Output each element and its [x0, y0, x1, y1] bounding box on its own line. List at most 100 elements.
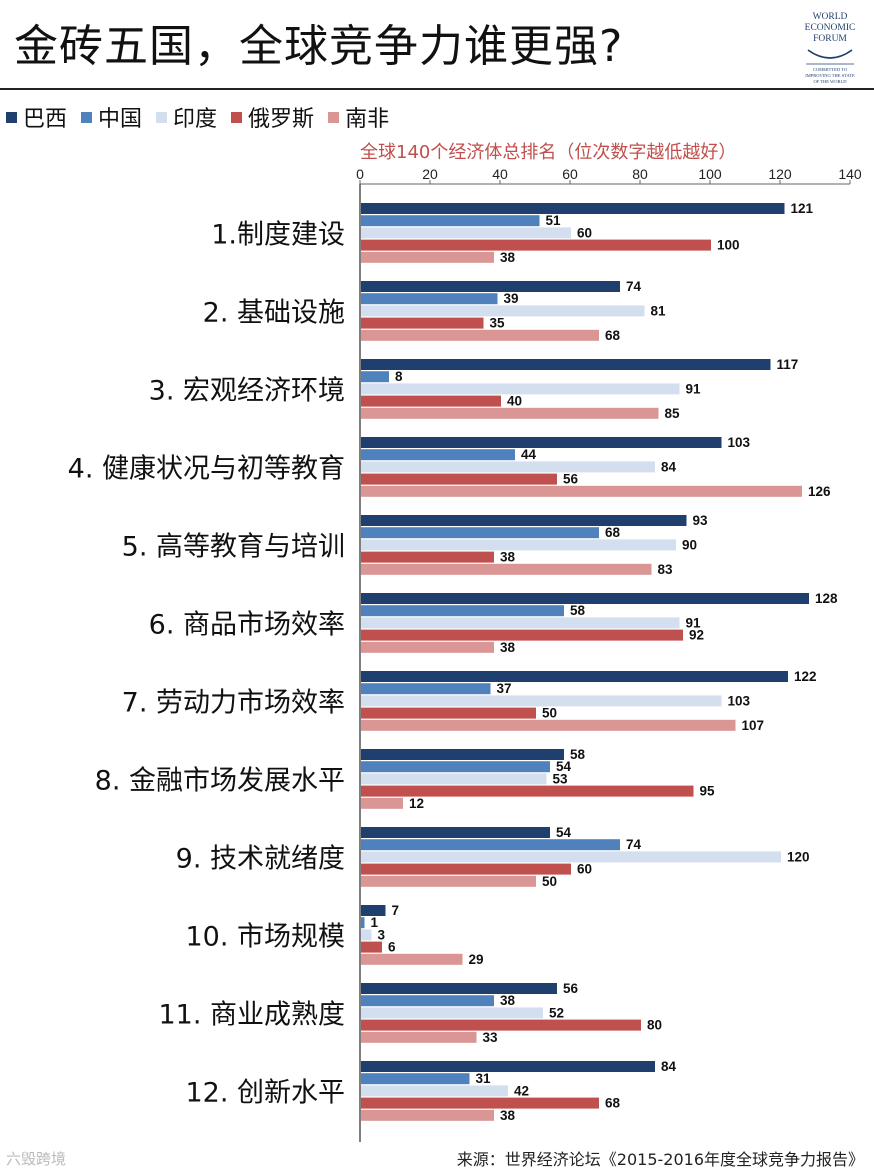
- category-label: 11. 商业成熟度: [158, 1000, 345, 1031]
- bar: [361, 395, 501, 407]
- category-label: 5. 高等教育与培训: [122, 532, 345, 563]
- data-label: 50: [542, 706, 557, 721]
- data-label: 107: [742, 718, 765, 733]
- legend-swatch: [156, 111, 168, 123]
- logo-tag-2: IMPROVING THE STATE: [805, 73, 855, 78]
- bar: [361, 785, 694, 797]
- bar: [361, 995, 494, 1007]
- category-label: 7. 劳动力市场效率: [122, 688, 345, 719]
- data-label: 91: [686, 615, 702, 630]
- legend-label: 俄罗斯: [248, 107, 315, 132]
- data-label: 8: [395, 369, 403, 384]
- data-label: 3: [378, 927, 386, 942]
- bar: [361, 359, 771, 370]
- bar: [361, 773, 547, 785]
- bar: [361, 551, 494, 563]
- bar: [361, 695, 722, 707]
- bar: [361, 1073, 470, 1085]
- bar: [361, 485, 802, 497]
- data-label: 80: [647, 1018, 662, 1033]
- data-label: 68: [605, 328, 621, 343]
- bar: [361, 293, 498, 305]
- bar: [361, 317, 484, 329]
- legend-item-3: 俄罗斯: [231, 101, 314, 133]
- bar: [361, 203, 785, 214]
- bar: [361, 305, 645, 317]
- data-label: 126: [808, 484, 831, 499]
- data-label: 120: [787, 849, 810, 864]
- bar: [361, 215, 540, 227]
- bar: [361, 227, 571, 239]
- legend-swatch: [6, 111, 17, 123]
- bar: [361, 281, 620, 292]
- data-label: 50: [542, 874, 557, 889]
- x-axis-ticks: 0 20 40 60 80 100 120 140: [356, 166, 862, 185]
- bar: [361, 875, 536, 887]
- category-label: 2. 基础设施: [203, 298, 345, 329]
- data-label: 38: [500, 250, 516, 265]
- data-label: 121: [791, 201, 814, 216]
- data-label: 54: [556, 759, 572, 774]
- data-label: 56: [563, 472, 579, 487]
- legend-swatch: [328, 111, 340, 123]
- data-label: 84: [661, 1059, 677, 1074]
- category-labels: 1.制度建设 2. 基础设施 3. 宏观经济环境 4. 健康状况与初等教育 5. 高等教…: [68, 220, 345, 1109]
- x-tick-label: 100: [698, 166, 722, 182]
- category-label: 6. 商品市场效率: [149, 610, 345, 641]
- data-label: 44: [521, 447, 537, 462]
- data-label: 33: [483, 1030, 499, 1045]
- data-label: 12: [409, 796, 424, 811]
- chart-subtitle: 全球140个经济体总排名（位次数字越低越好）: [360, 142, 737, 163]
- x-tick-label: 140: [838, 166, 862, 182]
- data-label: 93: [693, 513, 709, 528]
- x-tick-label: 80: [632, 166, 648, 182]
- category-label: 12. 创新水平: [185, 1078, 345, 1109]
- data-label: 85: [665, 406, 681, 421]
- bar: [361, 617, 680, 629]
- legend-item-1: 中国: [81, 101, 142, 133]
- bar: [361, 953, 463, 965]
- legend-label: 巴西: [23, 107, 68, 132]
- bar: [361, 707, 536, 719]
- bar: [361, 797, 403, 809]
- category-label: 9. 技术就绪度: [176, 844, 345, 875]
- data-label: 68: [605, 525, 621, 540]
- bar: [361, 539, 676, 551]
- bar: [361, 905, 386, 916]
- bar: [361, 527, 599, 539]
- data-label: 58: [570, 747, 586, 762]
- data-label: 68: [605, 1096, 621, 1111]
- bar: [361, 251, 494, 263]
- data-label: 95: [700, 784, 716, 799]
- data-label: 42: [514, 1083, 529, 1098]
- bar: [361, 983, 557, 994]
- x-tick-label: 60: [562, 166, 578, 182]
- data-label: 83: [658, 562, 674, 577]
- bar: [361, 1007, 543, 1019]
- x-tick-label: 0: [356, 166, 364, 182]
- bar: [361, 329, 599, 341]
- category-label: 3. 宏观经济环境: [149, 376, 345, 407]
- data-label: 100: [717, 238, 740, 253]
- bar: [361, 683, 491, 695]
- legend-swatch: [81, 111, 93, 123]
- data-label: 53: [553, 771, 569, 786]
- data-label: 38: [500, 993, 516, 1008]
- category-label: 4. 健康状况与初等教育: [68, 454, 345, 485]
- data-label: 122: [794, 669, 817, 684]
- logo-line-2: ECONOMIC: [805, 23, 856, 33]
- bar: [361, 719, 736, 731]
- data-label: 84: [661, 459, 677, 474]
- data-label: 60: [577, 225, 592, 240]
- bar: [361, 371, 389, 383]
- data-label: 37: [497, 681, 512, 696]
- source-note: 来源：世界经济论坛《2015-2016年度全球竞争力报告》: [456, 1150, 864, 1169]
- bar: [361, 839, 620, 851]
- bar: [361, 407, 659, 419]
- data-label: 38: [500, 1108, 516, 1123]
- bar: [361, 641, 494, 653]
- bar: [361, 917, 365, 929]
- data-label: 38: [500, 640, 516, 655]
- category-label: 8. 金融市场发展水平: [95, 766, 345, 797]
